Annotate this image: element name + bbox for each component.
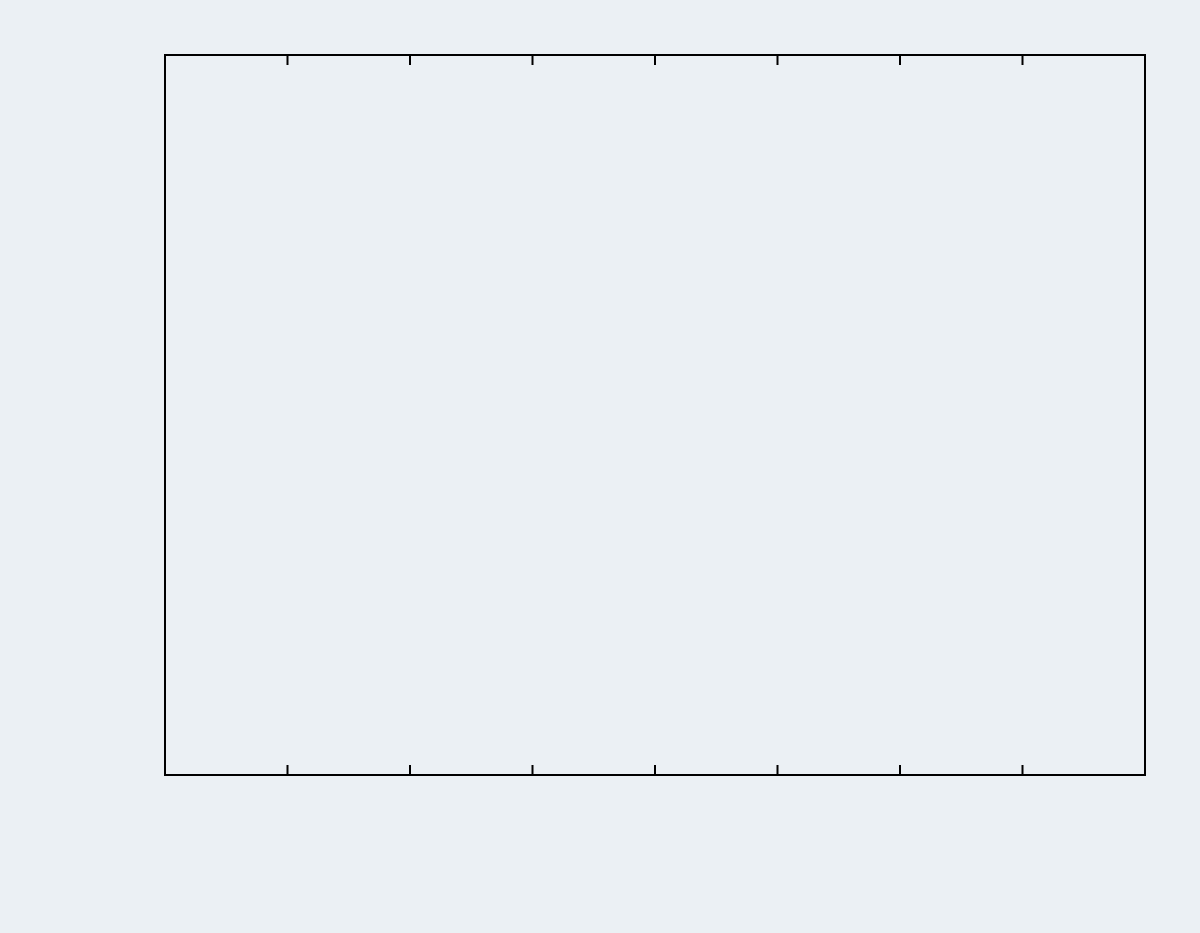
plot-area [165, 55, 1145, 775]
chart-container [0, 0, 1200, 933]
scatter-chart [0, 0, 1200, 933]
